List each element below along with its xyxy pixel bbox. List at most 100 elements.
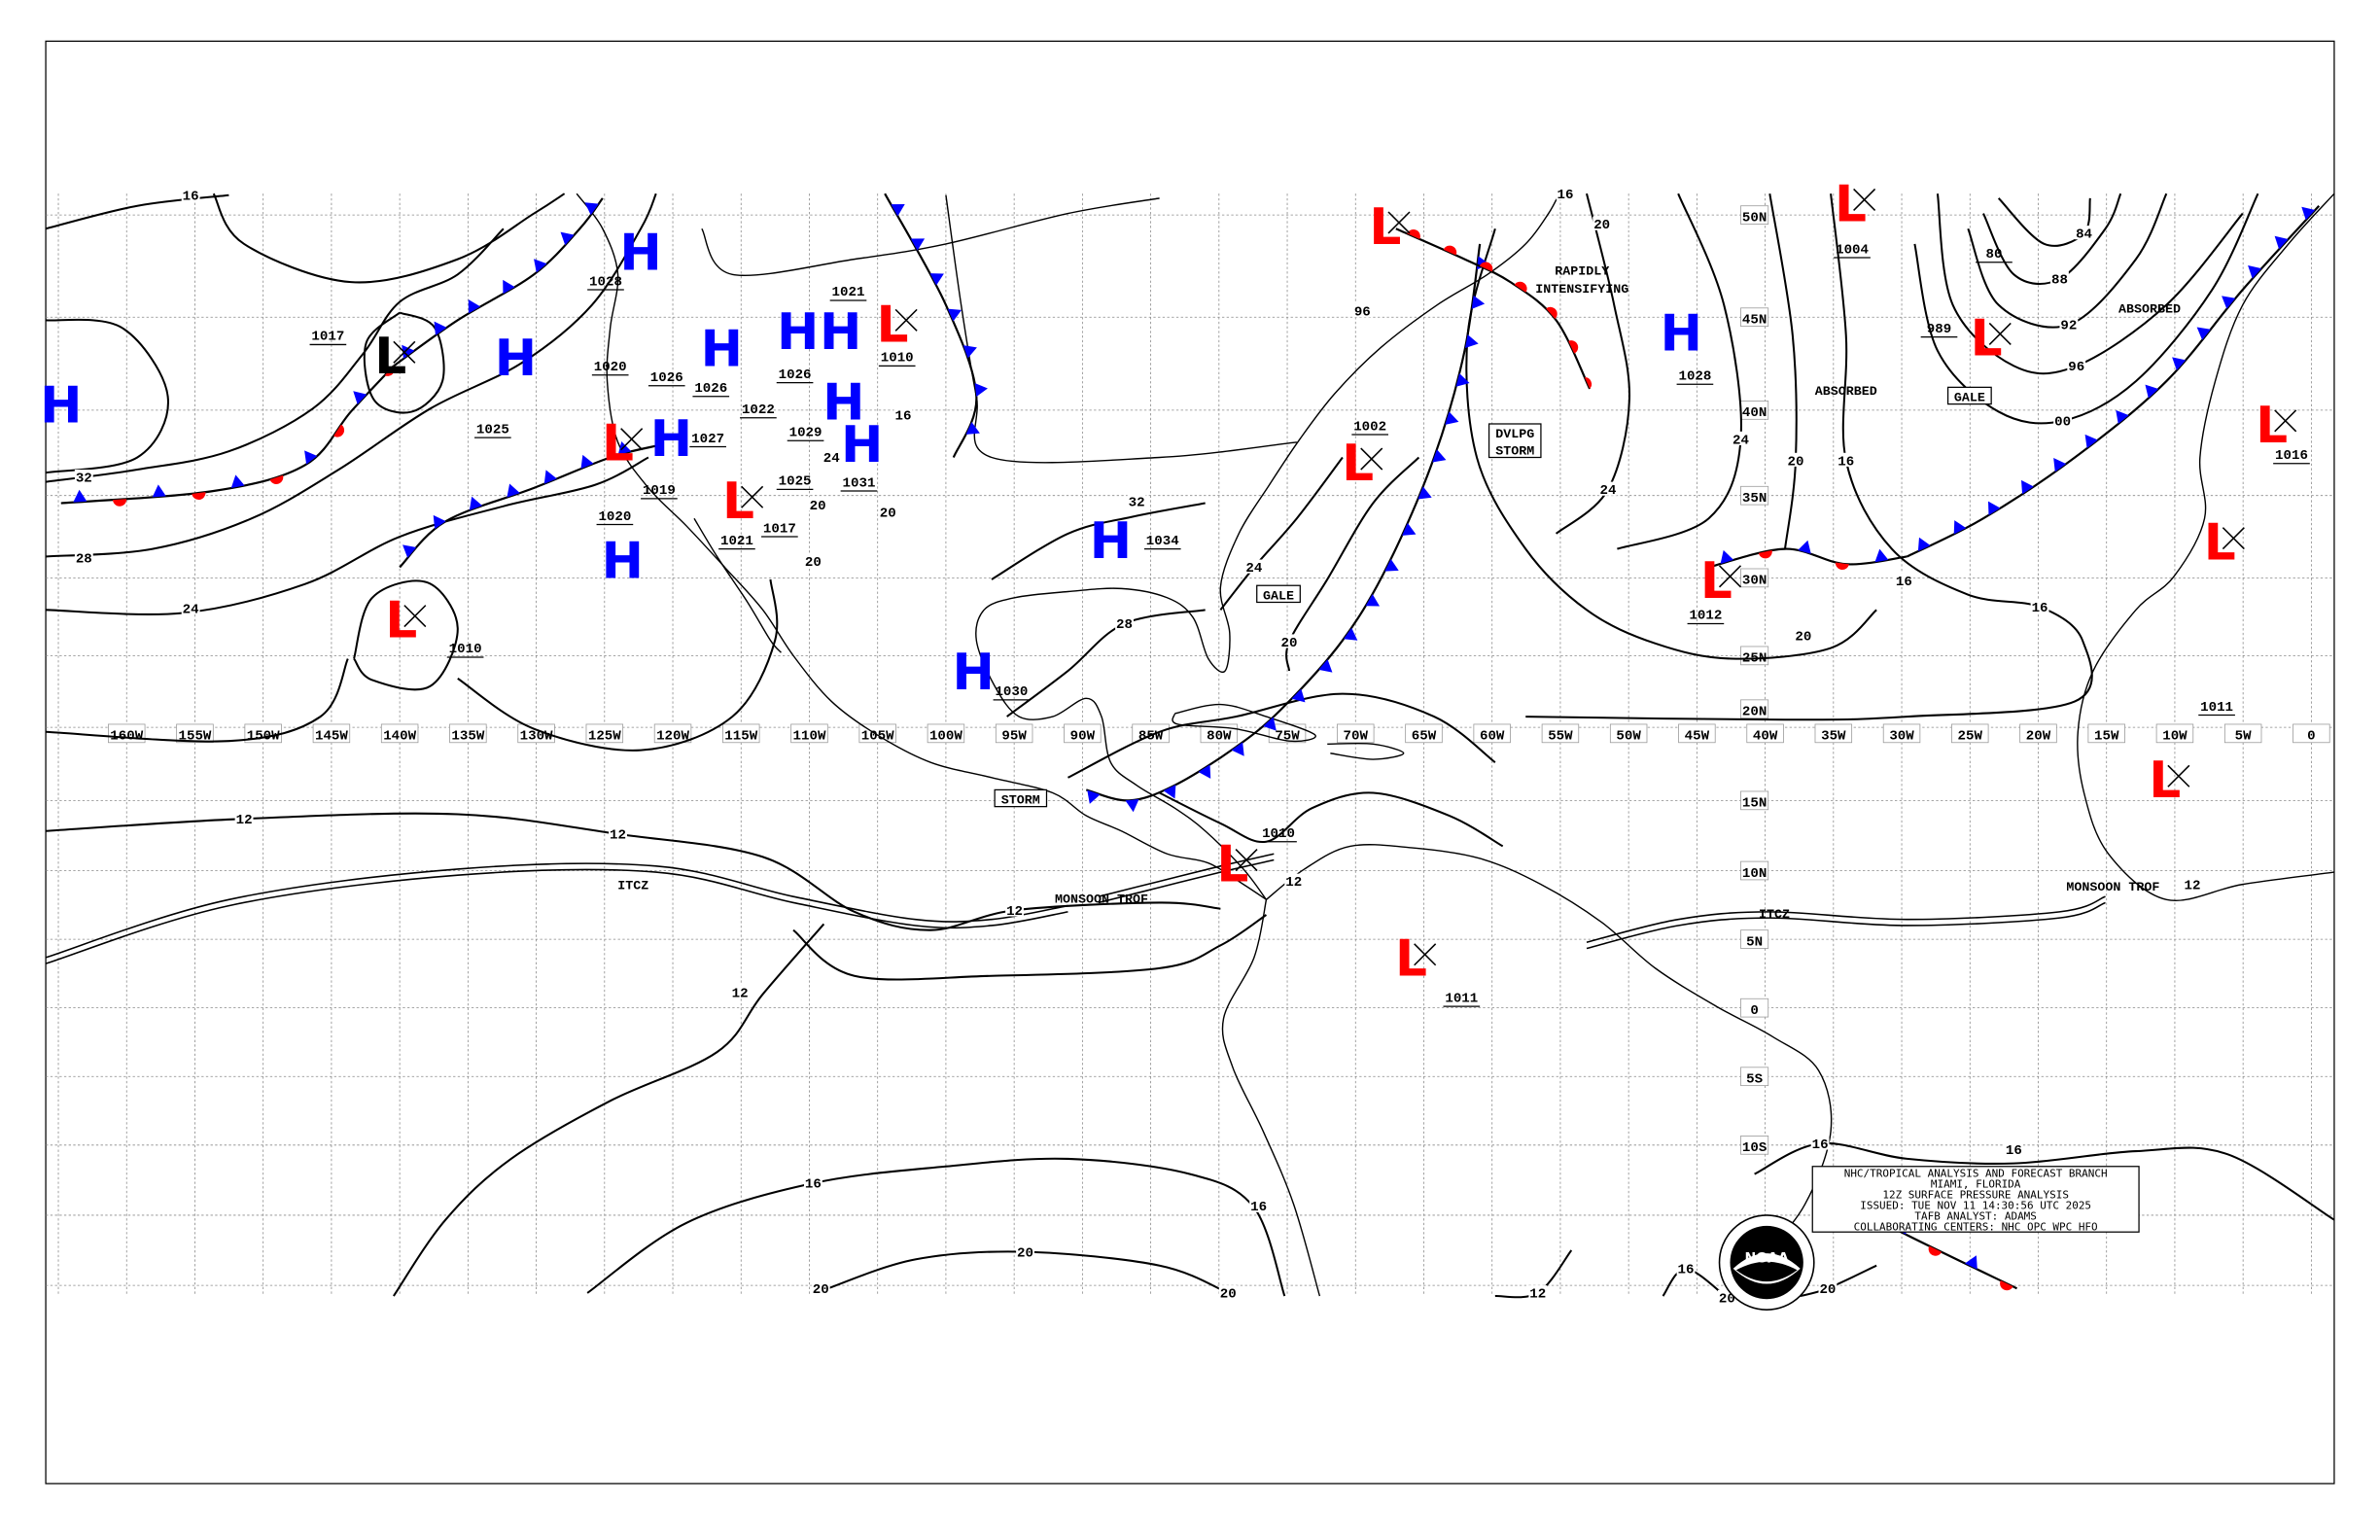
annotation-gale: GALE — [1263, 589, 1294, 604]
pressure-value: 1010 — [881, 351, 914, 367]
cold-front-triangle — [469, 496, 483, 510]
longitude-label: 25W — [1958, 729, 1983, 745]
annotation-intensifying: INTENSIFYING — [1535, 283, 1628, 298]
isobar-label: 16 — [183, 189, 199, 204]
isobar-label: 20 — [1220, 1287, 1237, 1303]
cold-front-triangle — [1231, 742, 1244, 756]
isobar-label: 12 — [1529, 1287, 1546, 1303]
pressure-value: 1012 — [1689, 609, 1722, 624]
cold-front-triangle — [1798, 540, 1811, 554]
coastlines — [576, 192, 2335, 1297]
annotation-absorbed: ABSORBED — [2118, 303, 2181, 318]
high-pressure-center: H — [602, 532, 644, 590]
longitude-label: 45W — [1685, 729, 1710, 745]
isobar-label: 20 — [1281, 636, 1298, 651]
isobar-label: 20 — [1788, 454, 1804, 470]
isobar-label: 24 — [1599, 483, 1616, 499]
low-center-x-icon — [1853, 188, 1876, 211]
longitude-label: 145W — [315, 729, 348, 745]
cold-front-triangle — [2116, 409, 2129, 425]
longitude-label: 65W — [1412, 729, 1437, 745]
isobar-label: 24 — [823, 451, 840, 467]
pressure-value: 1025 — [476, 422, 509, 438]
isobar — [1525, 193, 2093, 721]
pressure-value: 1026 — [694, 381, 727, 397]
warm-front-semicircle — [1835, 562, 1849, 571]
latitude-label: 15N — [1742, 796, 1767, 812]
low-center-x-icon — [393, 340, 416, 364]
cold-front-triangle — [1471, 295, 1486, 309]
warm-front-semicircle — [384, 366, 395, 376]
low-center-x-icon — [1387, 211, 1411, 234]
pressure-value: 1004 — [1836, 242, 1869, 258]
cold-front-triangle — [1263, 717, 1277, 731]
pressure-value: 1017 — [311, 330, 344, 345]
longitude-label: 30W — [1889, 729, 1914, 745]
isobar — [1768, 193, 1798, 549]
cold-front-triangle — [402, 344, 415, 359]
cold-front-triangle — [2301, 206, 2316, 221]
isobar — [1997, 197, 2091, 247]
annotation-rapidly: RAPIDLY — [1555, 264, 1609, 279]
warm-front-semicircle — [113, 499, 127, 507]
warm-front-semicircle — [1443, 245, 1457, 256]
low-pressure-center: L — [602, 415, 634, 473]
pressure-value: 1010 — [449, 642, 482, 657]
isobar — [45, 318, 169, 474]
isobar-label: 32 — [1129, 496, 1145, 511]
longitude-label: 40W — [1753, 729, 1778, 745]
pressure-value: 1020 — [594, 360, 627, 375]
coastline — [975, 192, 1560, 900]
cold-front-triangle — [433, 514, 446, 530]
cold-front-triangle — [2053, 458, 2067, 472]
cold-front-triangle — [2145, 384, 2159, 399]
isobar-label: 16 — [895, 408, 912, 424]
longitude-label: 35W — [1821, 729, 1846, 745]
warm-front-semicircle — [269, 474, 284, 484]
cold-front-triangle — [1125, 799, 1139, 813]
pressure-value: 1021 — [720, 534, 753, 549]
longitude-label: 125W — [588, 729, 621, 745]
annotation-box — [1946, 386, 1992, 405]
cold-front-triangle — [962, 345, 977, 359]
longitude-label: 20W — [2026, 729, 2051, 745]
longitude-label: 140W — [383, 729, 416, 745]
pressure-value: 1029 — [789, 426, 822, 441]
high-pressure-center: H — [1661, 305, 1702, 364]
coastline — [576, 192, 1267, 900]
annotation-monsoon-trof: MONSOON TROF — [1055, 892, 1148, 907]
cold-front-triangle — [353, 391, 368, 404]
cold-front-triangle — [1953, 520, 1967, 535]
high-pressure-center: H — [1090, 512, 1132, 571]
coastline — [701, 197, 1160, 277]
low-center-x-icon — [1718, 565, 1742, 588]
low-pressure-center: L — [1395, 930, 1427, 989]
low-center-x-icon — [1988, 322, 2012, 345]
isobar — [353, 579, 459, 691]
isobar-label: 20 — [810, 499, 826, 514]
pressure-value: 1026 — [779, 368, 812, 383]
isobar — [1006, 609, 1206, 718]
high-pressure-center: H — [820, 303, 861, 362]
high-pressure-center: H — [495, 330, 537, 388]
high-pressure-center: H — [619, 225, 661, 283]
longitude-label: 115W — [724, 729, 757, 745]
isobar — [212, 192, 566, 284]
low-pressure-center: L — [877, 296, 909, 354]
warm-front-semicircle — [1584, 377, 1592, 389]
pressure-value: 1021 — [832, 285, 865, 300]
longitude-label: 70W — [1344, 729, 1369, 745]
cold-front-triangle — [1917, 537, 1931, 552]
latitude-label: 50N — [1742, 210, 1767, 226]
latitude-label: 45N — [1742, 312, 1767, 328]
cold-front-triangle — [2021, 479, 2034, 495]
low-pressure-center: L — [2204, 514, 2236, 573]
cold-front-triangle — [2172, 357, 2187, 371]
low-pressure-center: L — [2256, 397, 2288, 455]
cold-front-triangle — [1365, 594, 1381, 607]
isobar — [1936, 193, 2244, 375]
pressure-value: 1028 — [1678, 369, 1711, 385]
info-line-5: TAFB ANALYST: ADAMS — [1914, 1210, 2037, 1223]
isobar — [991, 502, 1206, 580]
